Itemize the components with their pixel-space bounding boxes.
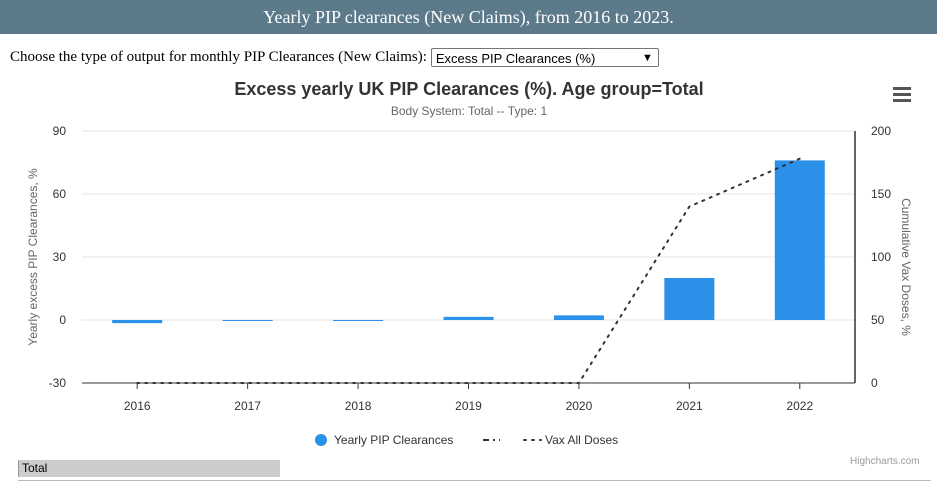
- highcharts-credits[interactable]: Highcharts.com: [850, 456, 920, 467]
- x-tick-label: 2022: [786, 399, 813, 413]
- x-tick-label: 2020: [566, 399, 593, 413]
- y-tick-label: -30: [49, 376, 67, 390]
- bar[interactable]: [774, 160, 825, 320]
- y2-tick-label: 200: [871, 124, 891, 138]
- bar[interactable]: [333, 320, 384, 321]
- y-tick-label: 60: [53, 187, 67, 201]
- vax-line[interactable]: [136, 157, 801, 384]
- legend-vax-label[interactable]: Vax All Doses: [545, 433, 618, 447]
- output-type-selected-value: Excess PIP Clearances (%): [435, 50, 596, 66]
- grid-lines: [82, 130, 855, 384]
- y-tick-label: 90: [53, 124, 67, 138]
- x-tick-label: 2021: [676, 399, 703, 413]
- x-tick-label: 2016: [124, 399, 151, 413]
- x-tick-label: 2017: [234, 399, 261, 413]
- axes: 90 60 30 0 -30 200 150 100 50 0 2016 2017 2018 2019 20…: [26, 124, 913, 413]
- bar[interactable]: [443, 316, 494, 320]
- age-group-selected[interactable]: Total: [18, 460, 280, 477]
- chart-title: Excess yearly UK PIP Clearances (%). Age…: [234, 79, 703, 99]
- chart-legend: Yearly PIP Clearances Vax All Doses: [315, 433, 618, 447]
- selector-prompt: Choose the type of output for monthly PI…: [10, 48, 427, 65]
- page-banner-title: Yearly PIP clearances (New Claims), from…: [0, 0, 937, 34]
- y-tick-label: 30: [53, 250, 67, 264]
- y2-tick-label: 100: [871, 250, 891, 264]
- output-type-selector-row: Choose the type of output for monthly PI…: [10, 46, 659, 68]
- legend-bar-label[interactable]: Yearly PIP Clearances: [334, 433, 453, 447]
- x-tick-label: 2019: [455, 399, 482, 413]
- bar[interactable]: [664, 278, 715, 320]
- bar[interactable]: [553, 315, 604, 320]
- footer-divider: [18, 480, 931, 481]
- chart-subtitle: Body System: Total -- Type: 1: [391, 104, 548, 118]
- bar-series: [112, 160, 825, 324]
- bar[interactable]: [222, 320, 273, 321]
- x-tick-label: 2018: [345, 399, 372, 413]
- y2-tick-label: 50: [871, 313, 885, 327]
- y-axis-title: Yearly excess PIP Clearances, %: [26, 168, 40, 346]
- chevron-down-icon: ▼: [641, 51, 653, 64]
- y2-axis-title: Cumulative Vax Doses, %: [899, 198, 913, 336]
- hamburger-menu-icon[interactable]: [893, 87, 911, 103]
- legend-bar-marker: [315, 434, 327, 446]
- bar[interactable]: [112, 320, 163, 324]
- y2-tick-label: 0: [871, 376, 878, 390]
- output-type-select[interactable]: Excess PIP Clearances (%) ▼: [430, 47, 659, 67]
- y2-tick-label: 150: [871, 187, 891, 201]
- vax-line-series: [136, 157, 801, 384]
- y-tick-label: 0: [59, 313, 66, 327]
